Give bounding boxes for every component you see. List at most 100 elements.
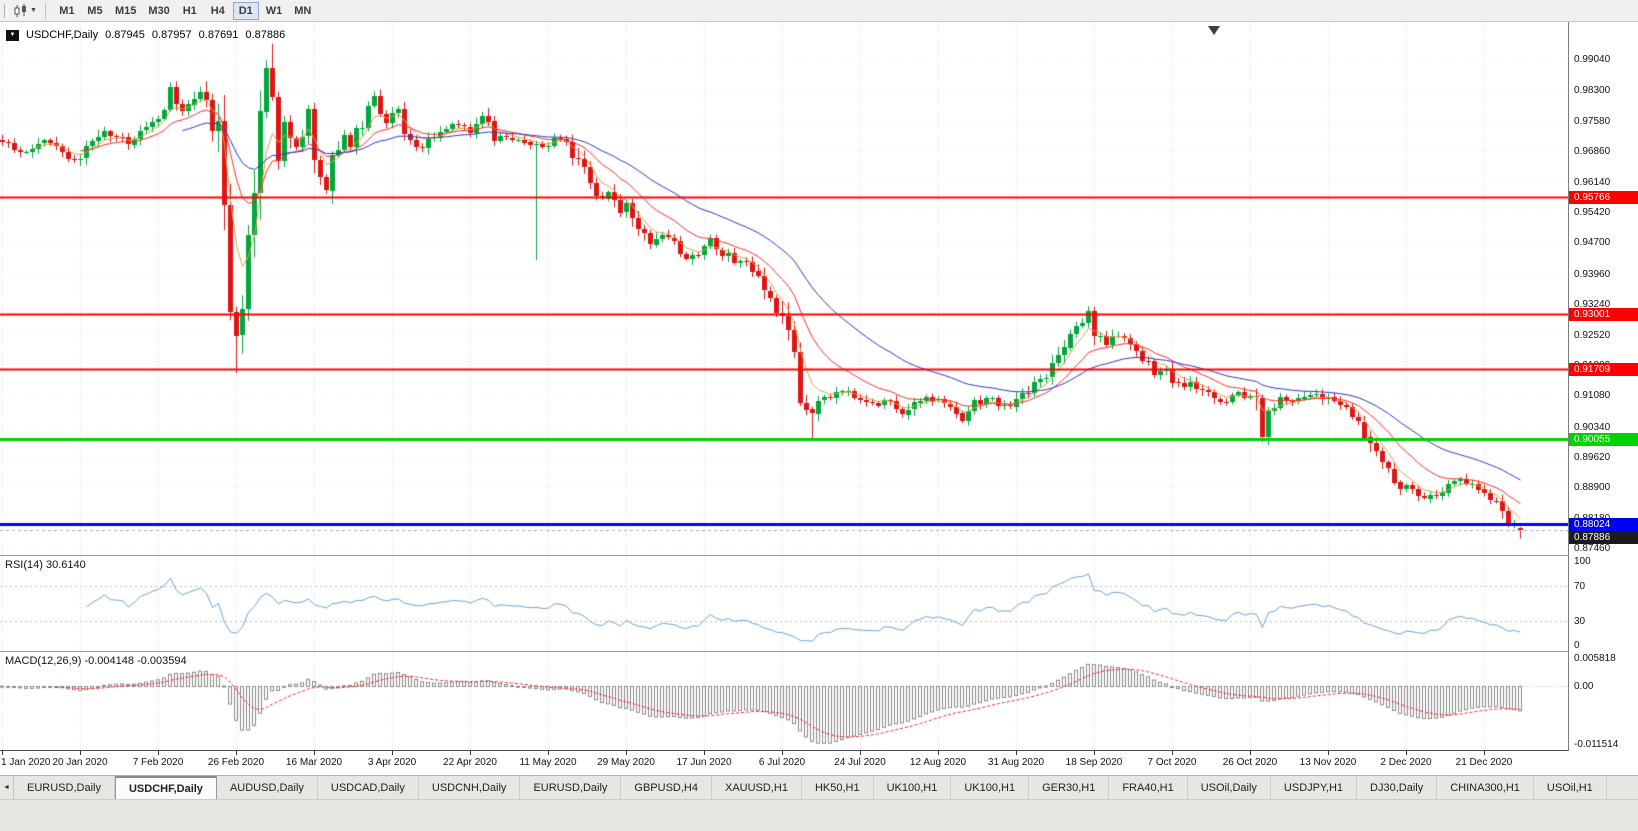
- rsi-chart-canvas[interactable]: [0, 556, 1568, 651]
- time-axis-tick: [626, 751, 627, 755]
- time-axis-label: 7 Oct 2020: [1147, 757, 1197, 768]
- hline-price-label[interactable]: 0.88024: [1569, 518, 1638, 532]
- price-axis[interactable]: 0.99040 0.98300 0.97580 0.96860 0.96140 0.954…: [1569, 22, 1638, 751]
- chart-title: ▼ USDCHF,Daily 0.87945 0.87957 0.87691 0…: [6, 29, 285, 41]
- time-axis-label: 3 Apr 2020: [367, 757, 417, 768]
- chart-tab-fra40-h1[interactable]: FRA40,H1: [1109, 776, 1188, 799]
- timeframes-toolbar: ▼ M1 M5 M15 M30 H1 H4 D1 W1 MN: [0, 0, 1638, 22]
- timeframe-button-h1[interactable]: H1: [182, 4, 197, 17]
- macd-indicator-panel[interactable]: MACD(12,26,9) -0.004148 -0.003594: [0, 652, 1568, 750]
- time-axis-tick: [938, 751, 939, 755]
- chart-shift-marker-icon[interactable]: [1208, 26, 1220, 35]
- time-axis[interactable]: 1 Jan 2020 20 Jan 2020 7 Feb 2020 26 Feb 20…: [0, 751, 1638, 775]
- chart-tab-uk100-h1[interactable]: UK100,H1: [873, 776, 952, 799]
- open-value: 0.87945: [105, 29, 145, 41]
- time-axis-label: 1 Jan 2020: [1, 757, 51, 768]
- time-axis-tick: [236, 751, 237, 755]
- high-value: 0.87957: [151, 29, 192, 41]
- window-marker-icon[interactable]: ▼: [6, 29, 19, 41]
- time-axis-tick: [158, 751, 159, 755]
- price-axis-label: 0.88900: [1574, 482, 1611, 494]
- chart-tabs-bar: ◄ EURUSD,Daily USDCHF,Daily AUDUSD,Daily US…: [0, 775, 1638, 799]
- hline-price-label[interactable]: 0.90055: [1569, 432, 1638, 446]
- price-axis-label: 0.96860: [1574, 146, 1611, 158]
- time-axis-label: 26 Feb 2020: [207, 757, 265, 768]
- macd-axis-label: 0.00: [1574, 681, 1594, 693]
- price-axis-separator: [1568, 22, 1569, 751]
- time-axis-label: 21 Dec 2020: [1455, 757, 1513, 768]
- price-axis-label: 0.99040: [1574, 54, 1611, 66]
- timeframe-button-d1[interactable]: D1: [232, 1, 259, 20]
- hline-price-label[interactable]: 0.95766: [1569, 191, 1638, 205]
- time-axis-label: 18 Sep 2020: [1065, 757, 1123, 768]
- price-axis-label: 0.88180: [1574, 513, 1610, 524]
- time-axis-tick: [470, 751, 471, 755]
- panel-separator[interactable]: [0, 555, 1638, 556]
- chart-tab-hk50-h1[interactable]: HK50,H1: [801, 776, 874, 799]
- candlestick-chart-canvas[interactable]: [0, 22, 1568, 555]
- time-axis-label: 20 Jan 2020: [52, 757, 108, 768]
- chart-tab-eurusd-daily[interactable]: EURUSD,Daily: [14, 776, 115, 799]
- rsi-indicator-panel[interactable]: RSI(14) 30.6140: [0, 556, 1568, 651]
- time-axis-tick: [2, 751, 3, 755]
- chart-tab-xauusd-h1[interactable]: XAUUSD,H1: [711, 776, 802, 799]
- price-axis-label: 0.93240: [1574, 299, 1611, 311]
- timeframe-button-mn[interactable]: MN: [294, 4, 312, 17]
- time-axis-tick: [782, 751, 783, 755]
- time-axis-tick: [860, 751, 861, 755]
- toolbar-grip[interactable]: [4, 3, 7, 18]
- price-axis-label: 0.95420: [1574, 207, 1611, 219]
- chart-tab-ger30-h1[interactable]: GER30,H1: [1029, 776, 1110, 799]
- chart-tab-usdcnh-daily[interactable]: USDCNH,Daily: [418, 776, 521, 799]
- timeframe-button-m1[interactable]: M1: [59, 4, 75, 17]
- rsi-axis-label: 0: [1574, 640, 1580, 651]
- chart-tab-usdcad-daily[interactable]: USDCAD,Daily: [317, 776, 419, 799]
- time-axis-tick: [704, 751, 705, 755]
- time-axis-label: 22 Apr 2020: [443, 757, 497, 768]
- macd-label: MACD(12,26,9) -0.004148 -0.003594: [5, 655, 187, 667]
- timeframe-button-w1[interactable]: W1: [265, 4, 283, 17]
- tab-scroll-left-button[interactable]: ◄: [0, 776, 14, 799]
- price-axis-label: 0.96140: [1574, 176, 1611, 188]
- chart-tab-audusd-daily[interactable]: AUDUSD,Daily: [216, 776, 318, 799]
- time-axis-label: 26 Oct 2020: [1222, 757, 1278, 768]
- hline-price-label[interactable]: 0.93001: [1569, 308, 1638, 322]
- chart-tabs: EURUSD,Daily USDCHF,Daily AUDUSD,Daily USDC…: [14, 776, 1638, 799]
- macd-axis-label: 0.005818: [1574, 653, 1616, 664]
- chart-tab-usoil-daily[interactable]: USOil,Daily: [1187, 776, 1271, 799]
- time-axis-tick: [314, 751, 315, 755]
- chart-tab-uk100-h1[interactable]: UK100,H1: [951, 776, 1030, 799]
- price-axis-label: 0.94700: [1574, 237, 1611, 249]
- chart-type-dropdown-icon[interactable]: ▼: [30, 7, 37, 14]
- time-axis-tick: [1250, 751, 1251, 755]
- chart-type-icon[interactable]: [12, 3, 29, 19]
- time-axis-tick: [1094, 751, 1095, 755]
- panel-separator[interactable]: [0, 651, 1638, 652]
- hline-price-label[interactable]: 0.91709: [1569, 362, 1638, 376]
- time-axis-tick: [1484, 751, 1485, 755]
- chart-tab-usdjpy-h1[interactable]: USDJPY,H1: [1270, 776, 1358, 799]
- macd-chart-canvas[interactable]: [0, 652, 1568, 750]
- timeframe-button-h4[interactable]: H4: [210, 4, 225, 17]
- rsi-axis-label: 70: [1574, 580, 1586, 592]
- time-axis-tick: [1172, 751, 1173, 755]
- time-axis-tick: [1016, 751, 1017, 755]
- time-axis-label: 13 Nov 2020: [1299, 757, 1357, 768]
- chart-tab-china300-h1[interactable]: CHINA300,H1: [1437, 776, 1534, 799]
- chart-tab-usoil-h1[interactable]: USOil,H1: [1533, 776, 1607, 799]
- price-chart-panel[interactable]: ▼ USDCHF,Daily 0.87945 0.87957 0.87691 0…: [0, 22, 1568, 555]
- chart-tab-eurusd-daily[interactable]: EURUSD,Daily: [520, 776, 622, 799]
- time-axis-label: 16 Mar 2020: [285, 757, 343, 768]
- timeframe-button-m30[interactable]: M30: [148, 4, 170, 17]
- chart-tab-usdchf-daily[interactable]: USDCHF,Daily: [114, 776, 217, 799]
- bid-price-label: 0.87886: [1569, 531, 1638, 545]
- chart-tab-dj30-daily[interactable]: DJ30,Daily: [1357, 776, 1438, 799]
- time-axis-label: 24 Jul 2020: [834, 757, 886, 768]
- low-value: 0.87691: [198, 29, 239, 41]
- timeframe-button-m5[interactable]: M5: [87, 4, 103, 17]
- timeframe-button-m15[interactable]: M15: [114, 4, 137, 17]
- price-axis-label: 0.93960: [1574, 268, 1611, 280]
- chart-tab-gbpusd-h4[interactable]: GBPUSD,H4: [621, 776, 712, 799]
- status-strip: [0, 799, 1638, 831]
